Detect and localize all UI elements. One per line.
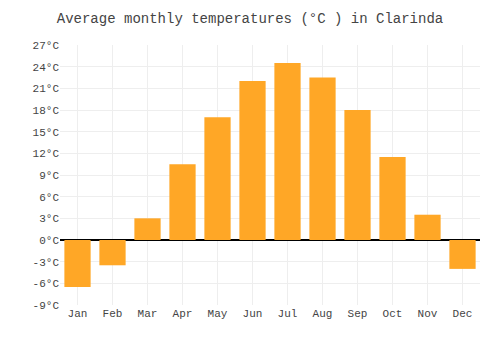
svg-text:Jun: Jun [243, 308, 263, 320]
svg-text:9°C: 9°C [39, 170, 59, 182]
svg-text:Jan: Jan [68, 308, 88, 320]
svg-text:Average monthly temperatures (: Average monthly temperatures (°C ) in Cl… [57, 11, 443, 27]
svg-text:May: May [208, 308, 228, 320]
svg-text:-3°C: -3°C [33, 257, 60, 269]
svg-text:3°C: 3°C [39, 213, 59, 225]
svg-text:0°C: 0°C [39, 235, 59, 247]
svg-text:Nov: Nov [418, 308, 438, 320]
svg-text:21°C: 21°C [33, 83, 60, 95]
svg-text:18°C: 18°C [33, 105, 60, 117]
svg-text:-9°C: -9°C [33, 300, 60, 312]
svg-text:Aug: Aug [313, 308, 333, 320]
svg-text:12°C: 12°C [33, 148, 60, 160]
svg-text:Oct: Oct [383, 308, 403, 320]
svg-text:Dec: Dec [453, 308, 473, 320]
svg-text:15°C: 15°C [33, 127, 60, 139]
svg-text:24°C: 24°C [33, 62, 60, 74]
svg-text:Jul: Jul [278, 308, 298, 320]
svg-text:Feb: Feb [103, 308, 123, 320]
svg-text:Apr: Apr [173, 308, 193, 320]
svg-text:Sep: Sep [348, 308, 368, 320]
svg-text:-6°C: -6°C [33, 278, 60, 290]
svg-text:27°C: 27°C [33, 40, 60, 52]
svg-text:6°C: 6°C [39, 192, 59, 204]
svg-text:Mar: Mar [138, 308, 158, 320]
